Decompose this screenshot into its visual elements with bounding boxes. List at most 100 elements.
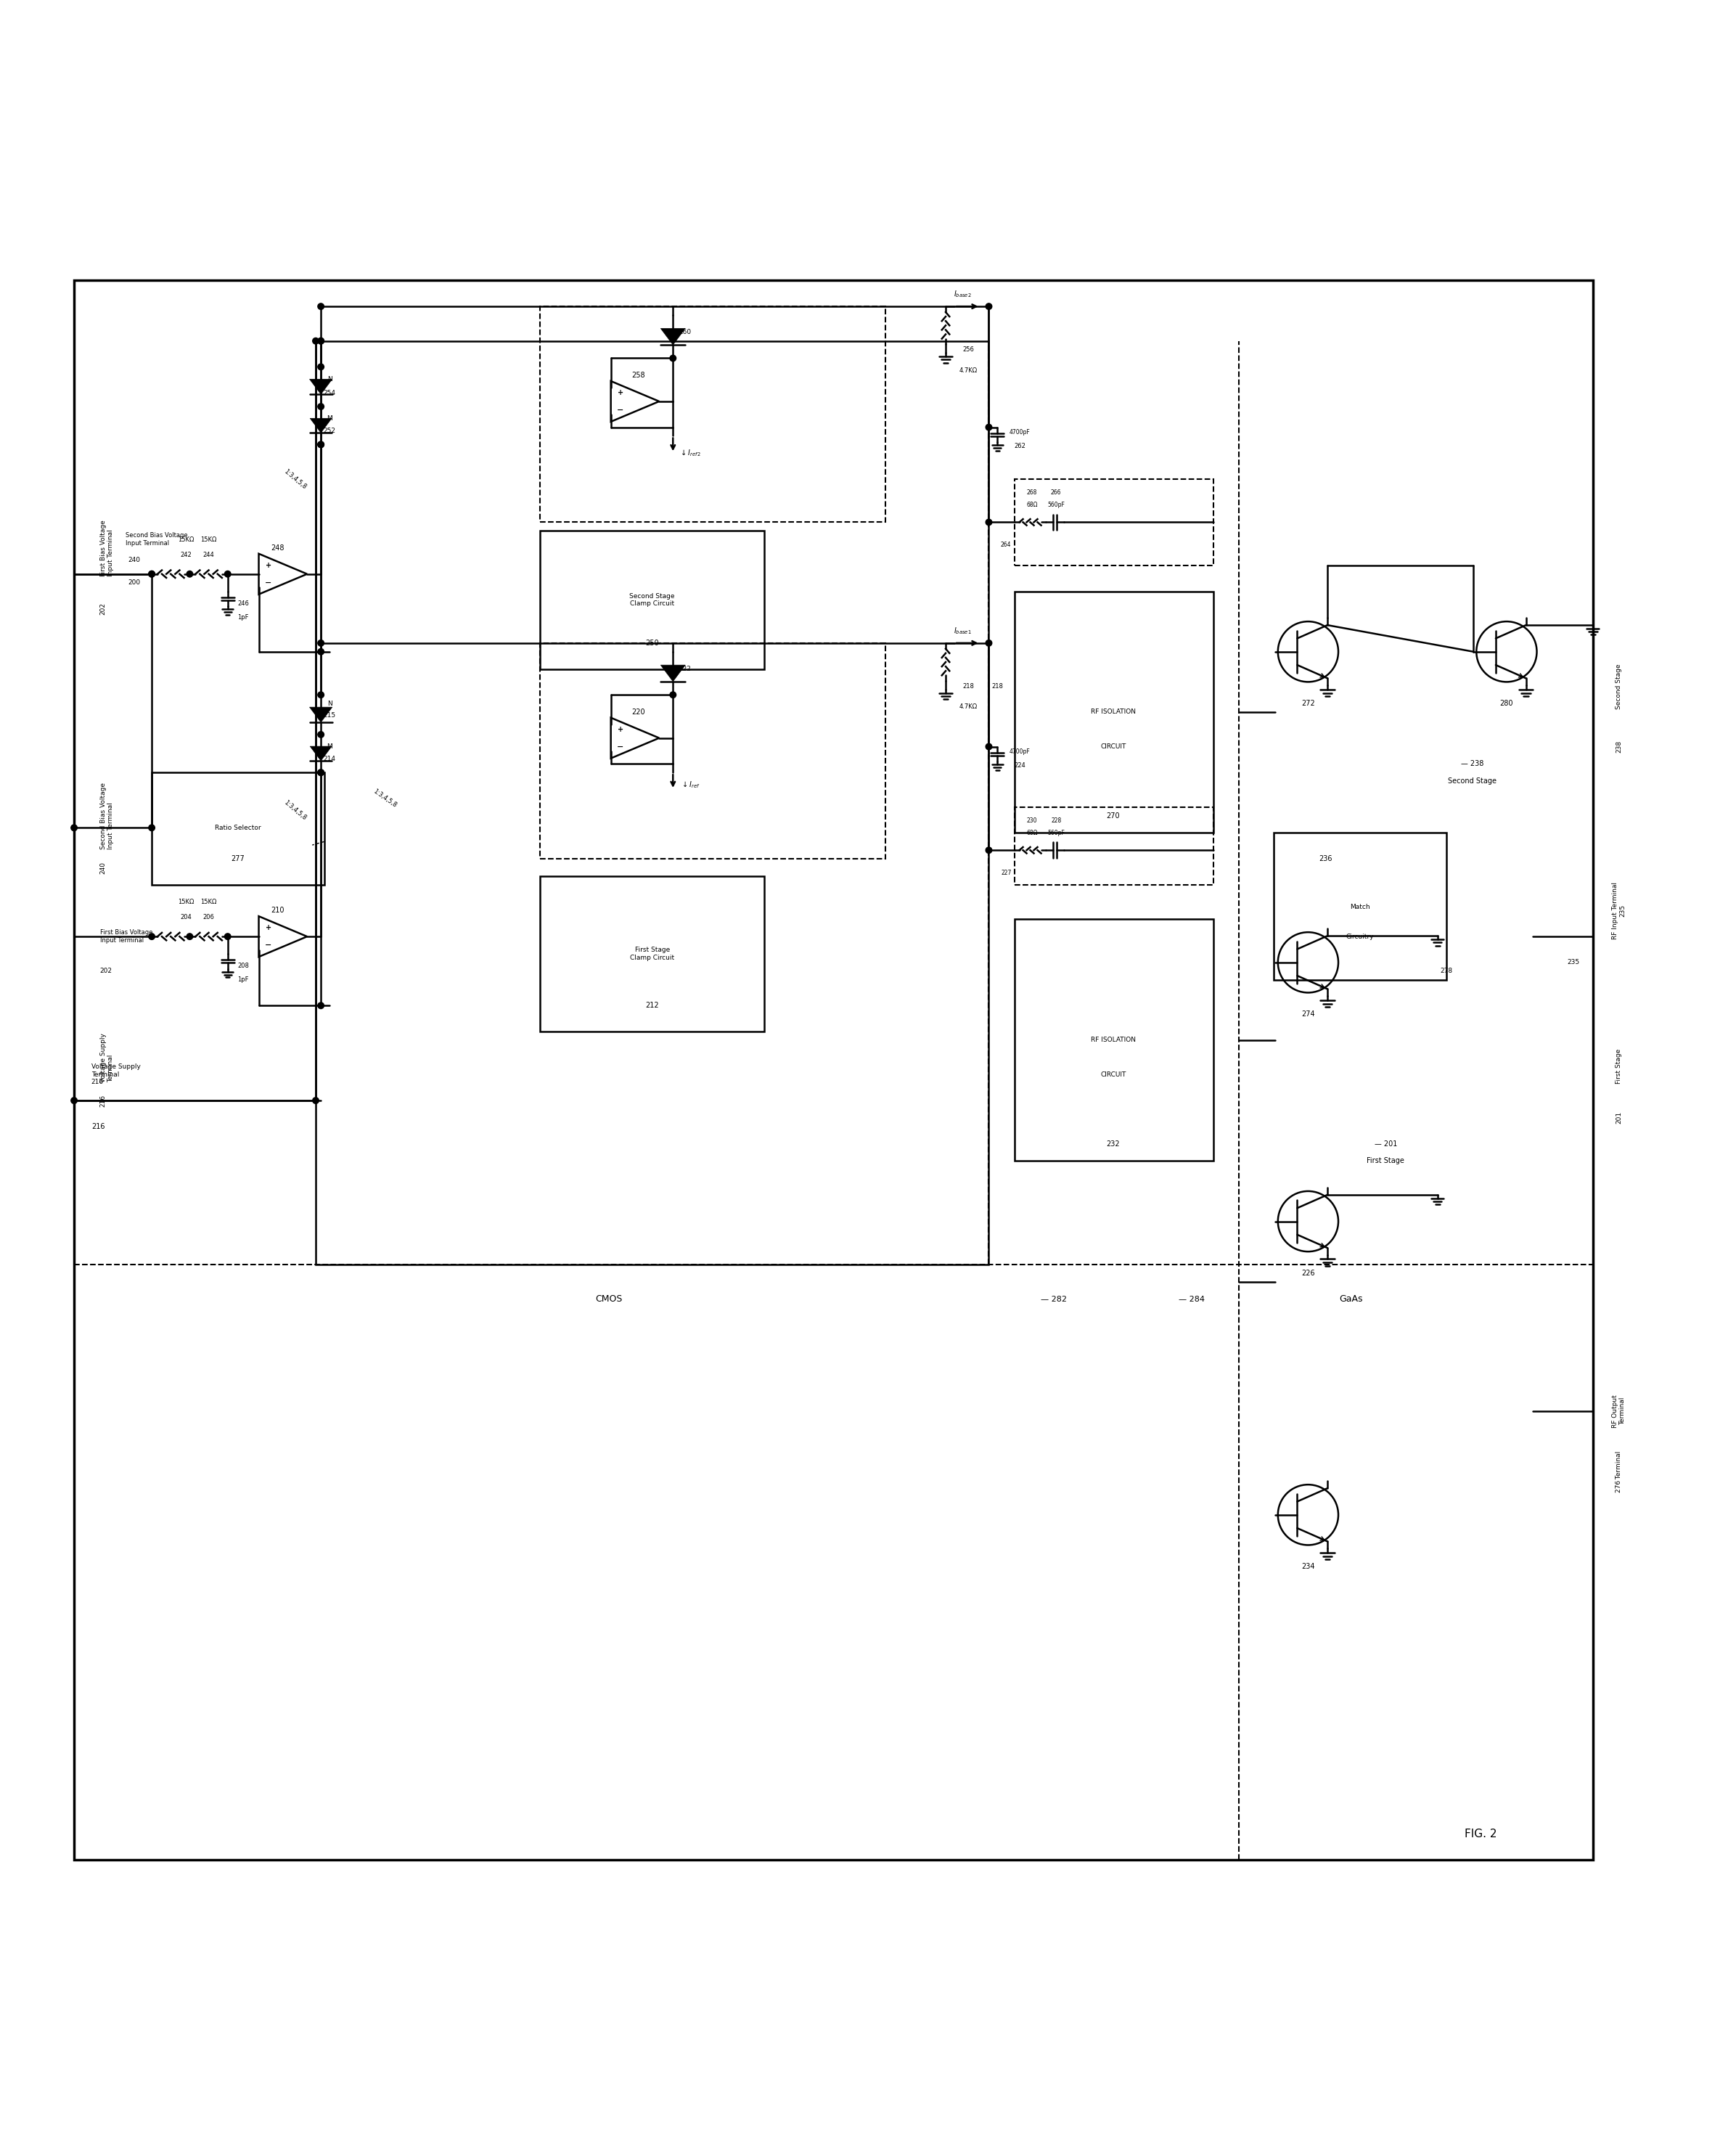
Bar: [151, 772, 325, 885]
Text: $I_{base2}$: $I_{base2}$: [955, 290, 972, 298]
Text: 226: 226: [1302, 1269, 1314, 1277]
Text: 240: 240: [128, 556, 141, 563]
Text: 235: 235: [1568, 959, 1580, 966]
Text: 238: 238: [1616, 740, 1621, 753]
Text: Voltage Supply
Terminal: Voltage Supply Terminal: [101, 1032, 115, 1083]
Text: $I_{base1}$: $I_{base1}$: [955, 627, 972, 635]
Text: 200: 200: [128, 580, 141, 586]
Text: 270: 270: [1106, 812, 1120, 819]
Text: 278: 278: [1439, 968, 1453, 974]
Text: First Stage: First Stage: [1366, 1158, 1404, 1164]
Text: RF Output
Terminal: RF Output Terminal: [1611, 1394, 1627, 1428]
Text: Ratio Selector: Ratio Selector: [215, 825, 260, 831]
Circle shape: [986, 303, 991, 309]
Circle shape: [670, 356, 675, 360]
Text: $\downarrow I_{ref2}$: $\downarrow I_{ref2}$: [679, 448, 701, 458]
Text: M: M: [326, 744, 332, 750]
Polygon shape: [661, 328, 686, 345]
Circle shape: [224, 571, 231, 578]
Circle shape: [318, 640, 325, 646]
Bar: [540, 644, 885, 859]
Text: 218: 218: [962, 682, 974, 689]
Circle shape: [318, 731, 325, 738]
Circle shape: [318, 337, 325, 343]
Text: 246: 246: [238, 599, 248, 608]
Text: Circuitry: Circuitry: [1345, 934, 1373, 940]
Text: 260: 260: [679, 328, 691, 335]
Text: 15KΩ: 15KΩ: [201, 900, 217, 906]
Circle shape: [318, 441, 325, 448]
Text: 256: 256: [962, 345, 974, 354]
Bar: [1016, 808, 1213, 885]
Text: 4700pF: 4700pF: [1009, 748, 1029, 755]
Text: 248: 248: [271, 544, 285, 552]
Circle shape: [986, 424, 991, 431]
Text: 1pF: 1pF: [238, 614, 248, 620]
Text: CIRCUIT: CIRCUIT: [1101, 744, 1127, 750]
Circle shape: [318, 365, 325, 371]
Circle shape: [312, 1098, 319, 1104]
Text: 232: 232: [1106, 1141, 1120, 1147]
Text: RF ISOLATION: RF ISOLATION: [1090, 1036, 1135, 1043]
Text: −: −: [616, 407, 623, 414]
Text: 560pF: 560pF: [1047, 829, 1064, 836]
Text: 1:3,4,5,8: 1:3,4,5,8: [372, 789, 398, 808]
Polygon shape: [311, 418, 332, 433]
Circle shape: [318, 441, 325, 448]
Circle shape: [149, 825, 155, 831]
Text: 212: 212: [646, 1002, 660, 1008]
Text: 4700pF: 4700pF: [1009, 429, 1029, 435]
Circle shape: [312, 337, 319, 343]
Text: 250: 250: [646, 640, 660, 646]
Circle shape: [670, 691, 675, 697]
Text: −: −: [266, 942, 273, 949]
Text: +: +: [618, 388, 623, 397]
Text: N: N: [326, 699, 332, 706]
Polygon shape: [309, 379, 332, 394]
Bar: [1016, 591, 1213, 834]
Text: M: M: [326, 416, 332, 422]
Text: Match: Match: [1351, 904, 1370, 910]
Circle shape: [318, 337, 325, 343]
Text: 215: 215: [323, 712, 335, 718]
Text: 230: 230: [1026, 817, 1036, 825]
Text: GaAs: GaAs: [1340, 1294, 1363, 1305]
Text: 262: 262: [1014, 443, 1026, 450]
Text: 234: 234: [1302, 1563, 1314, 1571]
Text: 242: 242: [181, 552, 193, 559]
Circle shape: [186, 571, 193, 578]
Text: 216: 216: [101, 1094, 106, 1107]
Text: First Stage
Clamp Circuit: First Stage Clamp Circuit: [630, 947, 675, 962]
Text: Voltage Supply
Terminal
216: Voltage Supply Terminal 216: [92, 1064, 141, 1085]
Circle shape: [149, 571, 155, 578]
Bar: [1016, 480, 1213, 565]
Text: N: N: [326, 375, 332, 382]
Text: — 284: — 284: [1179, 1296, 1205, 1303]
Text: 228: 228: [1050, 817, 1061, 825]
Text: 1:3,4,5,8: 1:3,4,5,8: [283, 467, 307, 490]
Polygon shape: [311, 746, 332, 761]
Bar: [1016, 919, 1213, 1162]
Text: 68Ω: 68Ω: [1026, 501, 1038, 507]
Text: Second Stage: Second Stage: [1448, 778, 1496, 785]
Text: 15KΩ: 15KΩ: [179, 537, 194, 544]
Bar: [316, 341, 990, 1264]
Text: — 201: — 201: [1375, 1141, 1397, 1147]
Text: — 282: — 282: [1040, 1296, 1066, 1303]
Text: 224: 224: [1014, 763, 1026, 770]
Circle shape: [149, 934, 155, 940]
Text: 206: 206: [203, 915, 215, 921]
Text: First Bias Voltage
Input Terminal: First Bias Voltage Input Terminal: [101, 520, 115, 576]
Text: 274: 274: [1302, 1011, 1314, 1017]
Text: 252: 252: [323, 426, 335, 435]
Circle shape: [149, 571, 155, 578]
Bar: [540, 307, 885, 522]
Text: −: −: [616, 744, 623, 750]
Text: 280: 280: [1500, 699, 1514, 708]
Text: 236: 236: [1319, 855, 1332, 863]
Text: 222: 222: [679, 665, 691, 672]
Text: 15KΩ: 15KΩ: [201, 537, 217, 544]
Text: +: +: [266, 561, 271, 569]
Text: 227: 227: [1002, 870, 1012, 876]
Circle shape: [71, 825, 76, 831]
